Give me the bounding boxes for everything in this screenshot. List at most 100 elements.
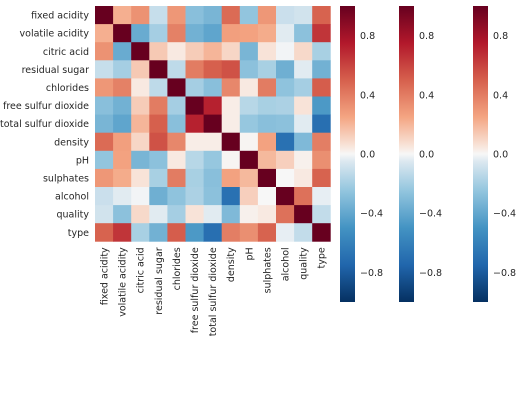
- heatmap-cell: [312, 150, 331, 170]
- heatmap-cell: [239, 24, 259, 43]
- heatmap-cell: [239, 60, 259, 79]
- heatmap-cell: [312, 96, 331, 115]
- colorbar-tick-label: 0.0: [419, 150, 434, 161]
- heatmap-cell: [185, 223, 204, 242]
- heatmap-cell: [167, 132, 186, 152]
- heatmap-cell: [113, 205, 132, 224]
- colorbars: 0.8 0.4 0.0 −0.4 −0.8 0.8 0.4 0.0 −0.4 −0.8 0.8 0.4…: [340, 6, 516, 302]
- heatmap-cell: [203, 96, 223, 115]
- heatmap-cell: [131, 78, 150, 97]
- colorbar-tick-label: −0.4: [493, 209, 516, 220]
- heatmap-cell: [276, 114, 295, 134]
- heatmap-cells: [95, 6, 331, 242]
- x-tick-label: volatile acidity: [118, 247, 129, 317]
- heatmap-cell: [312, 114, 331, 134]
- heatmap-cell: [131, 205, 150, 224]
- heatmap-cell: [257, 42, 277, 61]
- heatmap-cell: [221, 114, 241, 134]
- heatmap-cell: [95, 114, 114, 134]
- heatmap-cell: [95, 96, 114, 115]
- heatmap-cell: [113, 42, 132, 61]
- heatmap-cell: [113, 132, 132, 152]
- heatmap-cell: [113, 96, 132, 115]
- heatmap-cell: [131, 96, 150, 115]
- heatmap-cell: [131, 187, 150, 206]
- heatmap-cell: [257, 132, 277, 152]
- heatmap-cell: [221, 223, 241, 242]
- heatmap-cell: [203, 78, 223, 97]
- heatmap-cell: [294, 6, 313, 25]
- heatmap-cell: [221, 168, 241, 188]
- heatmap-cell: [131, 223, 150, 242]
- heatmap-cell: [95, 187, 114, 206]
- colorbar-tick-label: 0.4: [419, 90, 434, 101]
- heatmap-cell: [131, 24, 150, 43]
- heatmap-cell: [276, 223, 295, 242]
- colorbar-tick-label: 0.8: [493, 31, 508, 42]
- heatmap-cell: [185, 78, 204, 97]
- heatmap-cell: [95, 205, 114, 224]
- heatmap-cell: [149, 60, 168, 79]
- x-tick-label: total sulfur dioxide: [208, 247, 219, 336]
- colorbar-tick-label: −0.4: [360, 209, 383, 220]
- heatmap-cell: [113, 78, 132, 97]
- heatmap-cell: [185, 187, 204, 206]
- heatmap-cell: [167, 60, 186, 79]
- heatmap-cell: [257, 96, 277, 115]
- heatmap-cell: [276, 78, 295, 97]
- heatmap-cell: [185, 42, 204, 61]
- heatmap-cell: [149, 223, 168, 242]
- heatmap-cell: [239, 96, 259, 115]
- y-tick-label: type: [68, 228, 89, 239]
- heatmap-cell: [185, 150, 204, 170]
- heatmap-cell: [149, 168, 168, 188]
- heatmap-cell: [113, 60, 132, 79]
- heatmap-cell: [131, 132, 150, 152]
- heatmap-cell: [294, 114, 313, 134]
- heatmap-cell: [221, 24, 241, 43]
- heatmap-cell: [185, 60, 204, 79]
- heatmap-cell: [276, 132, 295, 152]
- x-tick-label: quality: [299, 247, 310, 280]
- heatmap-cell: [149, 42, 168, 61]
- heatmap-cell: [276, 42, 295, 61]
- heatmap-cell: [95, 223, 114, 242]
- heatmap-cell: [185, 24, 204, 43]
- heatmap-cell: [113, 6, 132, 25]
- colorbar: [399, 6, 414, 302]
- colorbar-tick-label: −0.8: [360, 268, 383, 279]
- heatmap-cell: [239, 223, 259, 242]
- heatmap-cell: [239, 168, 259, 188]
- heatmap-cell: [276, 96, 295, 115]
- heatmap-cell: [294, 24, 313, 43]
- x-tick-label: free sulfur dioxide: [190, 247, 201, 333]
- colorbar-tick-label: −0.8: [419, 268, 442, 279]
- heatmap-cell: [257, 205, 277, 224]
- heatmap-cell: [185, 96, 204, 115]
- heatmap-cell: [312, 132, 331, 152]
- heatmap-cell: [167, 78, 186, 97]
- heatmap-cell: [276, 168, 295, 188]
- heatmap-cell: [95, 24, 114, 43]
- x-tick-label: fixed acidity: [100, 247, 111, 305]
- heatmap-cell: [221, 187, 241, 206]
- y-tick-label: free sulfur dioxide: [3, 101, 89, 112]
- x-tick-label: sulphates: [262, 247, 273, 293]
- heatmap-cell: [221, 42, 241, 61]
- heatmap-cell: [239, 132, 259, 152]
- heatmap-cell: [294, 168, 313, 188]
- heatmap-cell: [276, 24, 295, 43]
- heatmap-cell: [203, 223, 223, 242]
- heatmap-cell: [185, 114, 204, 134]
- heatmap-cell: [257, 78, 277, 97]
- heatmap-cell: [294, 78, 313, 97]
- heatmap-cell: [294, 42, 313, 61]
- heatmap-cell: [221, 132, 241, 152]
- heatmap-cell: [95, 42, 114, 61]
- heatmap-cell: [294, 96, 313, 115]
- heatmap-cell: [167, 150, 186, 170]
- heatmap-cell: [257, 187, 277, 206]
- heatmap-cell: [149, 150, 168, 170]
- heatmap-cell: [312, 42, 331, 61]
